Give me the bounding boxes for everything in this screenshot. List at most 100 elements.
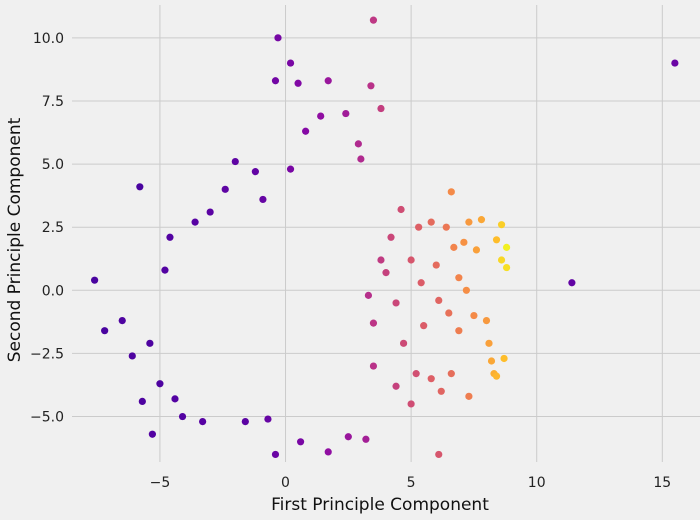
y-tick-label: 0.0 [42,283,64,299]
scatter-point [91,276,99,284]
y-tick-label: −2.5 [30,346,64,362]
scatter-point [302,127,310,135]
scatter-point [465,218,473,226]
scatter-point [101,327,109,335]
scatter-point [420,322,428,330]
x-tick-label: 5 [407,475,416,491]
scatter-point [271,77,280,85]
scatter-point [455,327,463,335]
scatter-point [148,430,156,438]
scatter-point [502,263,511,272]
scatter-point [342,109,350,118]
x-tick-label: 10 [528,475,546,491]
scatter-point [274,34,282,42]
scatter-point [387,233,395,241]
scatter-point [417,279,425,287]
scatter-point [178,412,187,421]
y-tick-label: −5.0 [30,410,64,426]
scatter-point [447,188,455,196]
scatter-point [369,319,378,327]
scatter-point [296,438,305,446]
scatter-point [231,157,239,166]
scatter-point [502,243,511,251]
scatter-point [485,339,493,347]
y-tick-label: 10.0 [33,31,64,47]
scatter-point [286,59,295,67]
scatter-point [362,435,370,443]
scatter-point [472,246,481,254]
scatter-point [492,372,501,380]
scatter-point [367,82,375,90]
scatter-point [442,223,450,231]
scatter-point [286,165,295,173]
scatter-point [156,380,164,388]
grid-lines [72,5,700,462]
scatter-point [317,112,325,120]
scatter-point [259,195,267,204]
scatter-point [497,221,506,229]
scatter-point [146,339,154,347]
scatter-point [437,387,445,395]
scatter-point [399,339,408,347]
scatter-point [199,418,207,426]
scatter-point [294,79,302,87]
scatter-point [397,205,405,214]
scatter-point [477,216,486,224]
scatter-point [136,183,144,191]
x-tick-label: 0 [281,475,290,491]
scatter-point [435,296,443,305]
scatter-point [128,352,136,360]
scatter-point [191,218,199,226]
scatter-point [407,400,415,408]
scatter-point [445,309,453,317]
scatter-point [432,261,440,269]
scatter-point [171,395,179,403]
y-tick-label: 2.5 [42,220,64,236]
scatter-point [492,236,501,244]
scatter-point [118,317,126,325]
scatter-point [460,238,468,246]
x-axis-label: First Principle Component [271,495,489,515]
scatter-point [497,256,506,264]
scatter-point [482,317,491,325]
scatter-point [138,397,146,406]
scatter-point [377,256,385,264]
data-points [91,16,679,459]
scatter-point [161,266,169,274]
scatter-point [271,450,280,459]
scatter-point [447,370,455,378]
scatter-point [377,104,385,113]
scatter-point [324,77,332,85]
scatter-point [568,279,576,287]
scatter-point [392,299,400,307]
scatter-point [427,375,435,383]
scatter-point [412,370,420,378]
scatter-point [382,269,390,277]
y-tick-label: 5.0 [42,157,64,173]
scatter-point [671,59,679,67]
scatter-point [369,362,378,370]
scatter-point [462,286,470,294]
x-tick-label: −5 [150,475,171,491]
scatter-point [427,218,435,226]
x-tick-label: 15 [653,475,671,491]
y-axis-label: Second Principle Component [5,117,25,362]
y-tick-labels: −5.0 −2.5 0.0 2.5 5.0 7.5 10.0 [30,31,64,426]
scatter-point [166,233,174,241]
scatter-point [465,392,473,400]
scatter-point [369,16,378,24]
scatter-point [407,256,415,264]
scatter-point [500,354,508,363]
scatter-point [241,418,249,426]
scatter-point [470,311,478,320]
scatter-point [450,243,458,251]
scatter-point [487,357,496,365]
scatter-point [455,274,463,282]
scatter-point [364,291,373,299]
scatter-point [206,208,214,216]
y-tick-label: 7.5 [42,94,64,110]
scatter-point [221,185,229,193]
scatter-point [251,168,259,176]
